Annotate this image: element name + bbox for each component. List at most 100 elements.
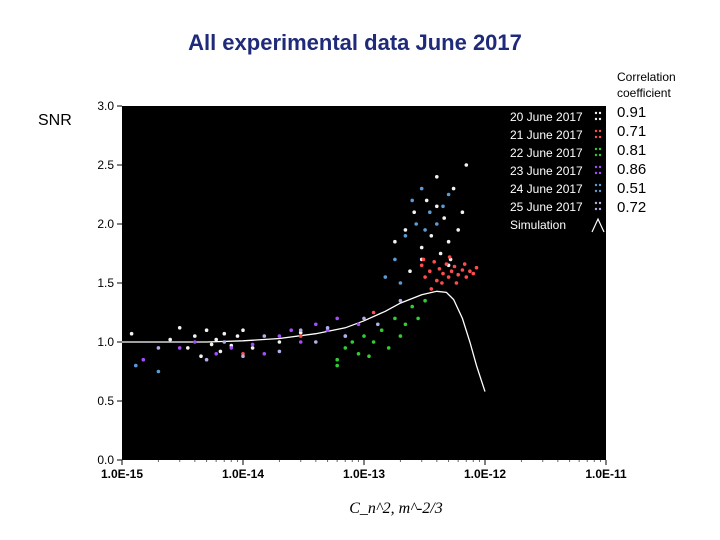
data-point xyxy=(229,346,234,350)
data-point xyxy=(428,269,432,274)
legend-marker xyxy=(594,183,598,187)
data-point xyxy=(335,357,340,362)
data-point xyxy=(452,264,457,269)
x-tick-label: 1.0E-13 xyxy=(343,467,385,481)
data-point xyxy=(456,272,461,277)
data-point xyxy=(462,262,467,266)
data-point xyxy=(454,281,459,285)
data-point xyxy=(438,251,443,256)
data-point xyxy=(446,275,451,279)
data-point xyxy=(464,163,469,167)
data-point xyxy=(177,326,182,330)
legend-marker xyxy=(598,207,602,211)
data-point xyxy=(435,278,439,283)
data-point xyxy=(429,287,434,291)
data-point xyxy=(168,337,172,342)
data-point xyxy=(156,346,161,350)
legend-label: 23 June 2017 xyxy=(510,164,583,178)
data-point xyxy=(471,271,476,276)
data-point xyxy=(250,346,255,350)
data-point xyxy=(423,298,427,303)
data-point xyxy=(403,234,408,238)
data-point xyxy=(398,298,403,303)
data-point xyxy=(447,255,452,259)
legend-marker xyxy=(594,207,598,211)
data-point xyxy=(343,334,348,338)
legend-label: 25 June 2017 xyxy=(510,200,583,214)
data-point xyxy=(383,275,388,279)
data-point xyxy=(362,316,366,321)
plot-area xyxy=(122,106,606,460)
data-point xyxy=(464,275,469,279)
correlation-value: 0.86 xyxy=(617,161,647,178)
data-point xyxy=(141,357,146,362)
data-point xyxy=(129,331,134,336)
data-point xyxy=(386,346,391,350)
data-point xyxy=(371,340,376,344)
data-point xyxy=(398,281,403,285)
data-point xyxy=(403,322,408,327)
legend-marker xyxy=(598,111,602,115)
data-point xyxy=(298,340,303,344)
data-point xyxy=(367,354,371,359)
y-tick-label: 3.0 xyxy=(97,99,114,113)
y-tick-label: 1.5 xyxy=(97,276,114,290)
correlation-value: 0.81 xyxy=(617,142,647,159)
data-point xyxy=(235,334,240,338)
legend-marker xyxy=(598,183,602,187)
legend-label: 20 June 2017 xyxy=(510,110,583,124)
legend-marker xyxy=(594,129,598,133)
legend-label: Simulation xyxy=(510,218,566,232)
data-point xyxy=(289,328,294,333)
data-point xyxy=(432,260,437,264)
data-point xyxy=(408,269,412,274)
data-point xyxy=(214,352,218,356)
legend-marker xyxy=(594,171,598,175)
simulation-curve xyxy=(122,290,486,392)
data-point xyxy=(449,269,454,274)
data-point xyxy=(156,369,161,374)
legend-marker xyxy=(594,165,598,169)
correlation-values: 0.91 0.71 0.81 0.86 0.51 0.72 xyxy=(617,103,646,217)
data-point xyxy=(435,222,439,226)
data-point xyxy=(441,271,445,276)
y-tick-label: 0.5 xyxy=(97,394,114,408)
legend-marker xyxy=(594,147,598,151)
data-point xyxy=(446,192,451,197)
data-point xyxy=(444,262,449,266)
legend-marker xyxy=(598,135,602,139)
data-point xyxy=(460,268,465,272)
data-point xyxy=(416,316,420,321)
data-point xyxy=(241,328,245,333)
x-tick-label: 1.0E-12 xyxy=(464,467,506,481)
data-point xyxy=(214,337,218,342)
y-axis-label: SNR xyxy=(38,112,72,129)
data-point xyxy=(314,322,318,327)
correlation-value: 0.91 xyxy=(617,104,647,121)
data-point xyxy=(424,198,429,203)
legend-marker xyxy=(594,135,598,139)
data-point xyxy=(428,210,432,214)
data-point xyxy=(335,363,340,368)
data-point xyxy=(262,334,267,338)
x-tick-label: 1.0E-15 xyxy=(101,467,143,481)
legend-marker xyxy=(594,189,598,193)
legend-label: 22 June 2017 xyxy=(510,146,583,160)
data-point xyxy=(356,322,361,327)
data-point xyxy=(460,210,465,214)
correlation-value: 0.51 xyxy=(617,180,647,197)
data-point xyxy=(435,204,439,209)
data-point xyxy=(419,245,424,250)
legend-marker xyxy=(598,129,602,133)
data-point xyxy=(277,340,282,344)
y-tick-label: 0.0 xyxy=(97,453,114,467)
x-axis-label: C_n^2, m^-2/3 xyxy=(349,500,443,517)
legend-marker xyxy=(598,117,602,121)
data-point xyxy=(362,334,366,338)
data-point xyxy=(442,216,447,220)
data-point xyxy=(199,354,203,359)
x-tick-label: 1.0E-11 xyxy=(585,467,627,481)
data-point xyxy=(371,310,376,315)
legend-marker xyxy=(598,189,602,193)
